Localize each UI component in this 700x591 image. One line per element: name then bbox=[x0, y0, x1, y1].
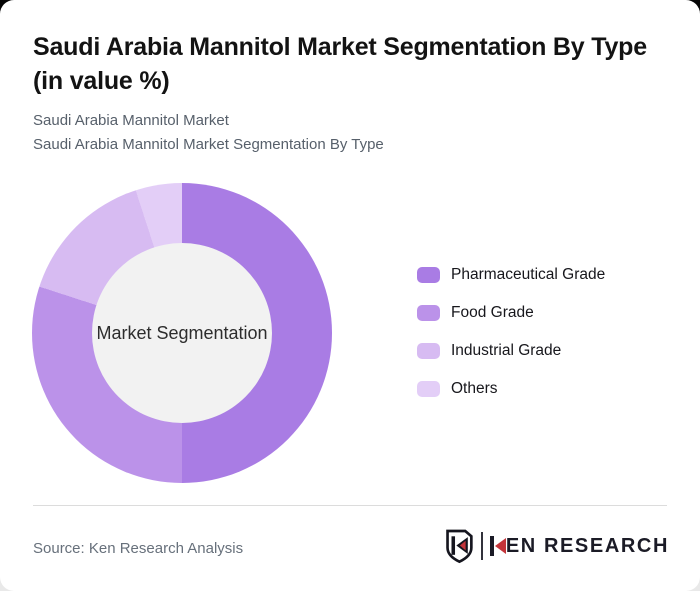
chart-legend: Pharmaceutical Grade Food Grade Industri… bbox=[417, 266, 606, 419]
donut-chart[interactable]: Market Segmentation bbox=[32, 183, 332, 483]
legend-swatch-icon bbox=[417, 267, 440, 283]
subtitle-line-1: Saudi Arabia Mannitol Market bbox=[33, 112, 229, 129]
legend-label: Industrial Grade bbox=[451, 342, 562, 359]
legend-swatch-icon bbox=[417, 381, 440, 397]
legend-label: Others bbox=[451, 380, 498, 397]
donut-center: Market Segmentation bbox=[92, 243, 272, 423]
logo-wordmark: EN RESEARCH bbox=[489, 534, 669, 558]
legend-swatch-icon bbox=[417, 305, 440, 321]
ken-research-shield-icon bbox=[446, 529, 473, 564]
donut-center-label: Market Segmentation bbox=[96, 322, 268, 343]
ken-research-logo[interactable]: EN RESEARCH bbox=[444, 527, 669, 565]
page-title: Saudi Arabia Mannitol Market Segmentatio… bbox=[33, 33, 647, 95]
subtitle-line-2: Saudi Arabia Mannitol Market Segmentatio… bbox=[33, 136, 384, 153]
legend-item-pharmaceutical-grade[interactable]: Pharmaceutical Grade bbox=[417, 266, 606, 283]
legend-item-others[interactable]: Others bbox=[417, 380, 605, 397]
logo-wordmark-text: EN RESEARCH bbox=[505, 534, 669, 557]
legend-item-food-grade[interactable]: Food Grade bbox=[417, 304, 605, 321]
footer-divider bbox=[33, 505, 667, 506]
legend-label: Food Grade bbox=[451, 304, 534, 321]
legend-item-industrial-grade[interactable]: Industrial Grade bbox=[417, 342, 605, 359]
legend-swatch-icon bbox=[417, 343, 440, 359]
legend-label: Pharmaceutical Grade bbox=[451, 266, 606, 283]
logo-divider bbox=[480, 532, 483, 560]
chart-subtitle: Saudi Arabia Mannitol Market Saudi Arabi… bbox=[33, 109, 384, 157]
ken-k-mark-icon bbox=[489, 536, 506, 556]
source-text: Source: Ken Research Analysis bbox=[33, 540, 244, 557]
